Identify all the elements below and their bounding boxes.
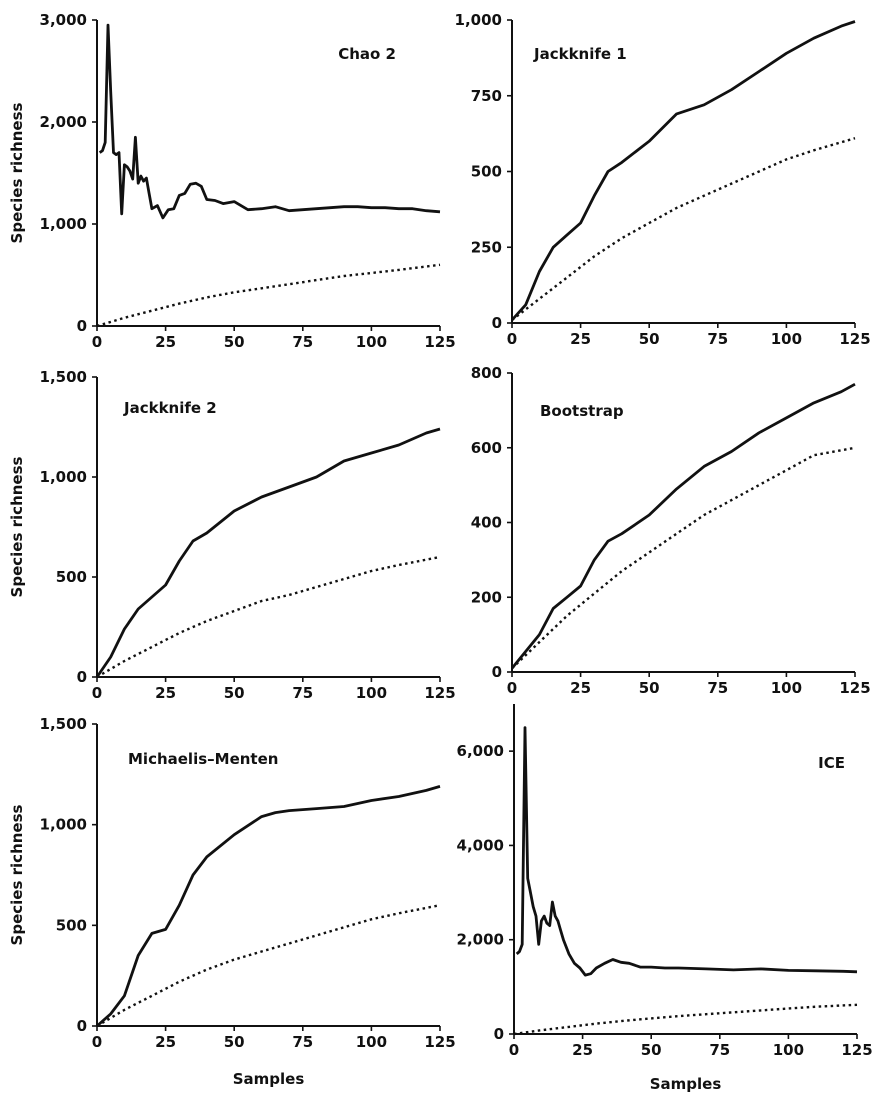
y-axis-title: Species richness bbox=[8, 804, 26, 945]
chart-panel-2: 0 25 50 75 100 125 0 250 500 750 1,000 Jackknife 1 bbox=[455, 11, 871, 348]
x-tick-label: 50 bbox=[224, 684, 245, 702]
estimated-richness-line bbox=[510, 20, 856, 321]
y-axis-title: Species richness bbox=[8, 456, 26, 597]
x-tick-label: 125 bbox=[839, 679, 870, 697]
x-tick-label: 75 bbox=[707, 330, 728, 348]
estimated-richness-line bbox=[96, 785, 441, 1028]
x-axis-title: Samples bbox=[233, 1070, 305, 1088]
y-tick-label: 600 bbox=[471, 439, 502, 457]
x-axis-title: Samples bbox=[650, 1075, 722, 1093]
y-tick-label: 0 bbox=[492, 663, 502, 681]
estimated-richness-line bbox=[515, 726, 858, 977]
y-tick-label: 200 bbox=[471, 588, 502, 606]
x-tick-label: 125 bbox=[424, 1033, 455, 1051]
x-tick-label: 100 bbox=[356, 1033, 387, 1051]
x-tick-label: 75 bbox=[292, 1033, 313, 1051]
panel-title: Chao 2 bbox=[338, 45, 396, 63]
y-tick-label: 1,500 bbox=[40, 368, 87, 386]
chart-panel-1: 0 25 50 75 100 125 0 1,000 2,000 3,000 Chao 2 Speci… bbox=[8, 11, 456, 351]
y-tick-label: 0 bbox=[492, 314, 502, 332]
x-tick-label: 125 bbox=[424, 333, 455, 351]
x-tick-label: 75 bbox=[292, 333, 313, 351]
x-tick-label: 25 bbox=[155, 684, 176, 702]
x-tick-label: 0 bbox=[507, 679, 517, 697]
x-tick-label: 0 bbox=[92, 684, 102, 702]
estimated-richness-line bbox=[98, 23, 441, 220]
x-tick-label: 25 bbox=[155, 333, 176, 351]
chart-panel-4: 0 25 50 75 100 125 0 200 400 600 800 Bootstrap bbox=[471, 364, 871, 697]
x-tick-label: 50 bbox=[639, 330, 660, 348]
y-tick-label: 1,000 bbox=[455, 11, 502, 29]
y-tick-label: 6,000 bbox=[457, 742, 504, 760]
y-tick-label: 3,000 bbox=[40, 11, 87, 29]
x-tick-label: 25 bbox=[572, 1041, 593, 1059]
x-tick-label: 0 bbox=[509, 1041, 519, 1059]
chart-panel-3: 0 25 50 75 100 125 0 500 1,000 1,500 Jackknife 2 Sp… bbox=[8, 368, 456, 702]
observed-richness-line bbox=[511, 446, 856, 670]
observed-richness-line bbox=[511, 137, 856, 321]
y-tick-label: 500 bbox=[56, 916, 87, 934]
x-tick-label: 25 bbox=[570, 679, 591, 697]
y-tick-label: 250 bbox=[471, 238, 502, 256]
y-tick-label: 1,500 bbox=[40, 715, 87, 733]
y-tick-label: 1,000 bbox=[40, 468, 87, 486]
x-tick-label: 75 bbox=[709, 1041, 730, 1059]
y-tick-label: 2,000 bbox=[457, 931, 504, 949]
panel-title: Jackknife 1 bbox=[533, 45, 627, 63]
x-tick-label: 100 bbox=[356, 333, 387, 351]
estimated-richness-line bbox=[95, 427, 441, 678]
y-tick-label: 1,000 bbox=[40, 816, 87, 834]
panel-title: ICE bbox=[818, 754, 845, 772]
y-tick-label: 0 bbox=[77, 317, 87, 335]
x-tick-label: 50 bbox=[641, 1041, 662, 1059]
y-tick-label: 0 bbox=[494, 1025, 504, 1043]
panel-title: Michaelis–Menten bbox=[128, 750, 278, 768]
x-tick-label: 100 bbox=[771, 330, 802, 348]
y-tick-label: 750 bbox=[471, 87, 502, 105]
y-tick-label: 400 bbox=[471, 514, 502, 532]
x-tick-label: 25 bbox=[155, 1033, 176, 1051]
x-tick-label: 125 bbox=[841, 1041, 872, 1059]
y-tick-label: 500 bbox=[56, 568, 87, 586]
chart-panel-6: 0 25 50 75 100 125 0 2,000 4,000 6,000 ICE Samples bbox=[457, 704, 873, 1093]
panel-title: Jackknife 2 bbox=[123, 399, 217, 417]
observed-richness-line bbox=[513, 1003, 858, 1036]
chart-panel-5: 0 25 50 75 100 125 0 500 1,000 1,500 Michaelis–Men… bbox=[8, 715, 456, 1088]
x-tick-label: 50 bbox=[639, 679, 660, 697]
observed-richness-line bbox=[96, 555, 441, 679]
y-tick-label: 4,000 bbox=[457, 836, 504, 854]
x-tick-label: 100 bbox=[773, 1041, 804, 1059]
x-tick-label: 0 bbox=[92, 1033, 102, 1051]
x-tick-label: 25 bbox=[570, 330, 591, 348]
y-tick-label: 1,000 bbox=[40, 215, 87, 233]
x-tick-label: 50 bbox=[224, 1033, 245, 1051]
x-tick-label: 75 bbox=[292, 684, 313, 702]
x-tick-label: 100 bbox=[356, 684, 387, 702]
x-tick-label: 100 bbox=[771, 679, 802, 697]
panel-title: Bootstrap bbox=[540, 402, 624, 420]
x-tick-label: 125 bbox=[839, 330, 870, 348]
y-axis-title: Species richness bbox=[8, 102, 26, 243]
y-tick-label: 500 bbox=[471, 163, 502, 181]
x-tick-label: 75 bbox=[707, 679, 728, 697]
x-tick-label: 0 bbox=[92, 333, 102, 351]
y-tick-label: 0 bbox=[77, 1017, 87, 1035]
y-tick-label: 800 bbox=[471, 364, 502, 382]
x-tick-label: 50 bbox=[224, 333, 245, 351]
x-tick-label: 125 bbox=[424, 684, 455, 702]
x-tick-label: 0 bbox=[507, 330, 517, 348]
y-tick-label: 0 bbox=[77, 668, 87, 686]
estimated-richness-line bbox=[510, 382, 856, 670]
y-tick-label: 2,000 bbox=[40, 113, 87, 131]
observed-richness-line bbox=[96, 904, 441, 1028]
observed-richness-line bbox=[96, 263, 441, 328]
